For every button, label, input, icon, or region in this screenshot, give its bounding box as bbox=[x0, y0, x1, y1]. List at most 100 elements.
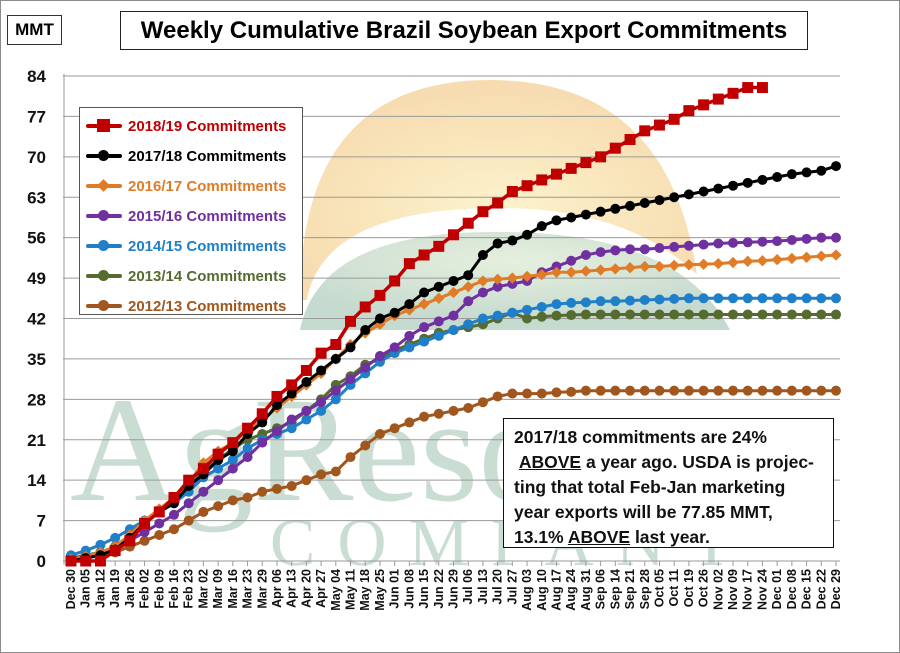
data-point bbox=[404, 330, 415, 341]
data-point bbox=[507, 278, 518, 289]
data-point bbox=[580, 309, 591, 320]
y-tick-label: 49 bbox=[27, 269, 46, 288]
x-tick-label: Aug 10 bbox=[535, 569, 549, 611]
data-point bbox=[713, 238, 724, 249]
legend-label: 2013/14 Commitments bbox=[128, 267, 287, 285]
y-tick-label: 14 bbox=[27, 471, 46, 490]
data-point bbox=[772, 293, 783, 304]
data-point bbox=[433, 330, 444, 341]
data-point bbox=[594, 264, 607, 276]
x-tick-label: Sep 06 bbox=[594, 569, 608, 609]
data-point bbox=[168, 509, 179, 520]
note-line-2: ABOVE a year ago. USDA is projec- bbox=[518, 452, 814, 472]
data-point bbox=[154, 530, 165, 541]
data-point bbox=[580, 209, 591, 220]
data-point bbox=[551, 310, 562, 321]
data-point bbox=[742, 309, 753, 320]
data-point bbox=[80, 555, 92, 567]
data-point bbox=[727, 256, 739, 269]
data-point bbox=[610, 309, 621, 320]
data-point bbox=[698, 309, 709, 320]
data-point bbox=[389, 275, 401, 287]
data-point bbox=[625, 309, 636, 320]
data-point bbox=[433, 240, 445, 252]
data-point bbox=[139, 517, 151, 529]
data-point bbox=[389, 307, 400, 318]
data-point bbox=[433, 281, 444, 292]
data-point bbox=[301, 377, 312, 388]
data-point bbox=[462, 217, 474, 229]
legend-label: 2015/16 Commitments bbox=[128, 207, 287, 225]
x-tick-label: Mar 29 bbox=[255, 569, 269, 609]
note-line-4: year exports will be 77.85 MMT, bbox=[514, 502, 773, 522]
x-tick-label: May 04 bbox=[329, 569, 343, 611]
data-point bbox=[301, 405, 312, 416]
data-point bbox=[522, 388, 533, 399]
data-point bbox=[610, 385, 621, 396]
data-point bbox=[831, 385, 841, 396]
data-point bbox=[448, 310, 459, 321]
data-point bbox=[507, 235, 518, 246]
x-tick-label: Oct 05 bbox=[652, 569, 666, 607]
x-tick-label: Nov 17 bbox=[741, 569, 755, 610]
data-point bbox=[668, 259, 680, 272]
data-point bbox=[330, 353, 341, 364]
legend-label: 2017/18 Commitments bbox=[128, 147, 287, 165]
x-tick-label: Jul 20 bbox=[491, 569, 505, 604]
x-tick-label: Dec 01 bbox=[770, 569, 784, 609]
data-point bbox=[433, 316, 444, 327]
data-point bbox=[536, 301, 547, 312]
data-point bbox=[713, 309, 724, 320]
data-point bbox=[580, 265, 592, 277]
data-point bbox=[536, 268, 548, 281]
data-point bbox=[433, 292, 445, 304]
x-tick-label: Oct 19 bbox=[682, 569, 696, 607]
data-point bbox=[565, 266, 577, 278]
circle-marker-icon bbox=[86, 149, 122, 163]
data-point bbox=[477, 249, 488, 260]
data-point bbox=[756, 82, 768, 94]
data-point bbox=[491, 273, 504, 285]
y-tick-label: 77 bbox=[27, 107, 46, 126]
data-point bbox=[506, 185, 518, 197]
data-point bbox=[801, 167, 812, 178]
data-point bbox=[330, 466, 341, 477]
data-point bbox=[419, 411, 430, 422]
data-point bbox=[669, 385, 680, 396]
data-point bbox=[816, 385, 827, 396]
circle-marker-icon bbox=[86, 209, 122, 223]
legend-label: 2014/15 Commitments bbox=[128, 237, 287, 255]
data-point bbox=[286, 423, 297, 434]
data-point bbox=[683, 309, 694, 320]
data-point bbox=[330, 338, 342, 350]
data-point bbox=[595, 151, 607, 163]
data-point bbox=[550, 168, 562, 180]
data-point bbox=[610, 296, 621, 307]
circle-marker-icon bbox=[86, 269, 122, 283]
data-point bbox=[609, 263, 621, 275]
data-point bbox=[742, 177, 753, 188]
x-tick-label: Apr 27 bbox=[314, 569, 328, 608]
data-point bbox=[403, 258, 415, 270]
x-tick-label: Jan 05 bbox=[79, 569, 93, 608]
legend-item-2013-14: 2013/14 Commitments bbox=[80, 261, 302, 291]
data-point bbox=[772, 172, 783, 183]
data-point bbox=[95, 539, 106, 550]
data-point bbox=[463, 319, 474, 330]
data-point bbox=[300, 364, 312, 376]
data-point bbox=[625, 385, 636, 396]
x-tick-label: Dec 15 bbox=[800, 569, 814, 609]
data-point bbox=[624, 134, 636, 146]
legend-item-2016-17: 2016/17 Commitments bbox=[80, 171, 302, 201]
data-point bbox=[227, 495, 238, 506]
data-point bbox=[213, 463, 224, 474]
data-point bbox=[580, 297, 591, 308]
data-point bbox=[536, 311, 547, 322]
circle-marker-icon bbox=[86, 239, 122, 253]
y-tick-label: 84 bbox=[27, 67, 46, 86]
data-point bbox=[419, 287, 430, 298]
data-point bbox=[625, 244, 636, 255]
data-point bbox=[183, 498, 194, 509]
data-point bbox=[536, 174, 548, 186]
data-point bbox=[831, 309, 841, 320]
